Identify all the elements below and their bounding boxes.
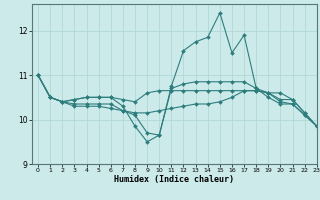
X-axis label: Humidex (Indice chaleur): Humidex (Indice chaleur) (115, 175, 234, 184)
